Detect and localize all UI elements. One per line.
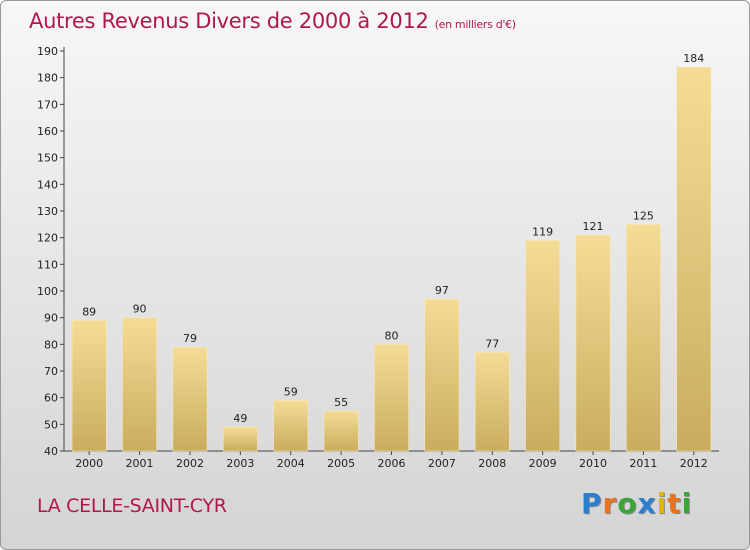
y-tick-label: 60 — [44, 392, 58, 405]
bar-2005 — [323, 410, 359, 452]
chart-title-text: Autres Revenus Divers de 2000 à 2012 — [29, 9, 429, 33]
x-tick-label-2009: 2009 — [529, 457, 557, 470]
bar-2007 — [424, 298, 460, 452]
logo-letter: r — [602, 487, 618, 520]
x-tick-label-2010: 2010 — [579, 457, 607, 470]
y-tick-label: 180 — [37, 72, 58, 85]
value-label-2004: 59 — [284, 385, 298, 398]
y-tick-label: 170 — [37, 98, 58, 111]
y-tick-label: 190 — [37, 45, 58, 58]
bar-2004 — [273, 400, 309, 452]
y-tick-label: 130 — [37, 205, 58, 218]
y-tick-label: 50 — [44, 418, 58, 431]
y-tick-label: 90 — [44, 312, 58, 325]
value-label-2012: 184 — [683, 52, 704, 65]
chart-title: Autres Revenus Divers de 2000 à 2012 (en … — [29, 9, 516, 33]
logo-letter: i — [656, 487, 668, 520]
bar-2006 — [374, 344, 409, 452]
bar-2012 — [676, 66, 712, 452]
proxiti-logo[interactable]: Proxiti — [581, 487, 692, 520]
y-tick-label: 80 — [44, 338, 58, 351]
bar-2001 — [122, 317, 158, 452]
y-tick-label: 70 — [44, 365, 58, 378]
x-tick-label-2012: 2012 — [680, 457, 708, 470]
y-tick-label: 140 — [37, 178, 58, 191]
value-label-2011: 125 — [633, 209, 654, 222]
bar-2011 — [625, 224, 661, 452]
value-label-2007: 97 — [435, 284, 449, 297]
bar-2010 — [575, 234, 611, 452]
bar-2002 — [172, 346, 208, 452]
x-tick-label-2004: 2004 — [277, 457, 305, 470]
value-label-2001: 90 — [133, 303, 147, 316]
value-label-2010: 121 — [583, 220, 604, 233]
x-tick-label-2001: 2001 — [126, 457, 154, 470]
commune-name: LA CELLE-SAINT-CYR — [37, 495, 227, 517]
x-tick-label-2002: 2002 — [176, 457, 204, 470]
bar-2009 — [525, 240, 561, 452]
y-tick-label: 150 — [37, 152, 58, 165]
bar-2008 — [474, 352, 510, 452]
value-label-2000: 89 — [82, 305, 96, 318]
value-label-2006: 80 — [385, 329, 399, 342]
logo-letter: o — [617, 487, 638, 520]
chart-labels: 89 2000 90 2001 79 2002 49 2003 59 2004 55 2005 80 20… — [75, 52, 708, 470]
y-tick-label: 40 — [44, 445, 58, 458]
x-tick-label-2005: 2005 — [327, 457, 355, 470]
x-tick-label-2000: 2000 — [75, 457, 103, 470]
y-tick-label: 160 — [37, 125, 58, 138]
x-tick-label-2007: 2007 — [428, 457, 456, 470]
x-tick-label-2003: 2003 — [226, 457, 254, 470]
logo-letter: P — [581, 487, 603, 520]
chart-subtitle: (en milliers d'€) — [434, 18, 516, 31]
value-label-2009: 119 — [532, 225, 553, 238]
x-tick-label-2006: 2006 — [378, 457, 406, 470]
y-tick-label: 120 — [37, 232, 58, 245]
value-label-2005: 55 — [334, 396, 348, 409]
value-label-2002: 79 — [183, 332, 197, 345]
logo-letter: t — [667, 487, 682, 520]
y-tick-label: 100 — [37, 285, 58, 298]
x-tick-label-2008: 2008 — [478, 457, 506, 470]
logo-letter: x — [637, 487, 657, 520]
value-label-2003: 49 — [233, 412, 247, 425]
bar-2003 — [222, 426, 258, 452]
chart-axes: 40 50 60 70 80 90 100 110 120 130 140 150 160 170 180 1… — [37, 45, 719, 458]
x-tick-label-2011: 2011 — [629, 457, 657, 470]
value-label-2008: 77 — [485, 337, 499, 350]
chart-bars — [71, 66, 712, 452]
logo-letter: i — [681, 487, 693, 520]
y-tick-label: 110 — [37, 258, 58, 271]
bar-2000 — [71, 320, 107, 452]
